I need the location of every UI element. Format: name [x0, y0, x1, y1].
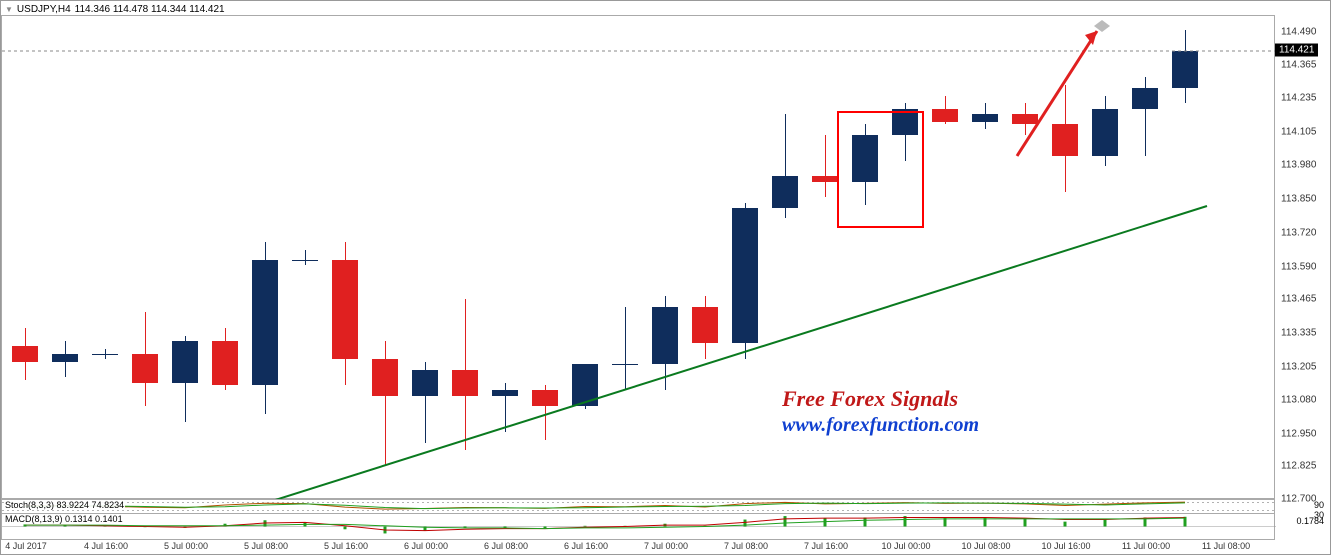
time-tick: 5 Jul 08:00: [244, 541, 288, 551]
candle-body: [572, 364, 598, 406]
price-tick: 114.490: [1281, 26, 1316, 37]
price-tick: 113.080: [1281, 394, 1316, 405]
time-tick: 6 Jul 16:00: [564, 541, 608, 551]
candle-body: [252, 260, 278, 385]
macd-label: MACD(8,13,9) 0.1314 0.1401: [4, 514, 124, 524]
candle-body: [132, 354, 158, 383]
candle-body: [492, 390, 518, 395]
price-tick: 112.825: [1281, 461, 1316, 472]
candle-body: [972, 114, 998, 122]
candle-body: [332, 260, 358, 359]
stochastic-pane[interactable]: Stoch(8,3,3) 83.9224 74.8234 9030: [1, 499, 1275, 514]
ohlc-readout: 114.346 114.478 114.344 114.421: [75, 4, 225, 15]
candle-body: [412, 370, 438, 396]
price-tick: 113.980: [1281, 160, 1316, 171]
current-price-tag: 114.421: [1275, 43, 1318, 56]
price-tick: 114.105: [1281, 127, 1316, 138]
time-axis: 4 Jul 2017 4 Jul 16:00 5 Jul 00:00 5 Jul 08…: [1, 540, 1275, 554]
macd-pane[interactable]: MACD(8,13,9) 0.1314 0.1401 0.1784: [1, 513, 1275, 540]
price-tick: 113.465: [1281, 294, 1316, 305]
time-tick: 11 Jul 08:00: [1202, 541, 1250, 551]
candle-body: [452, 370, 478, 396]
macd-tick: 0.1784: [1296, 516, 1324, 526]
candle-wick: [305, 250, 306, 266]
candle-body: [12, 346, 38, 362]
price-tick: 113.590: [1281, 261, 1316, 272]
time-tick: 10 Jul 00:00: [881, 541, 930, 551]
candle-body: [772, 176, 798, 207]
candle-body: [292, 260, 318, 261]
candle-body: [932, 109, 958, 122]
candle-body: [372, 359, 398, 396]
chart-window: ▼ USDJPY,H4 114.346 114.478 114.344 114.…: [0, 0, 1331, 555]
time-tick: 10 Jul 08:00: [961, 541, 1010, 551]
time-tick: 7 Jul 16:00: [804, 541, 848, 551]
symbol-timeframe: USDJPY,H4: [17, 4, 71, 15]
price-tick: 113.205: [1281, 362, 1316, 373]
candle-body: [732, 208, 758, 344]
candle-body: [1052, 124, 1078, 155]
price-tick: 113.850: [1281, 193, 1316, 204]
stoch-label: Stoch(8,3,3) 83.9224 74.8234: [4, 500, 125, 510]
time-tick: 5 Jul 16:00: [324, 541, 368, 551]
price-tick: 114.235: [1281, 93, 1316, 104]
time-tick: 7 Jul 08:00: [724, 541, 768, 551]
candle-body: [52, 354, 78, 362]
time-tick: 6 Jul 08:00: [484, 541, 528, 551]
price-tick: 113.720: [1281, 227, 1316, 238]
candle-body: [1132, 88, 1158, 109]
candle-body: [1092, 109, 1118, 156]
time-tick: 11 Jul 00:00: [1122, 541, 1170, 551]
overlay-url: www.forexfunction.com: [782, 414, 979, 437]
time-tick: 5 Jul 00:00: [164, 541, 208, 551]
price-tick: 112.700: [1281, 494, 1316, 505]
candle-body: [652, 307, 678, 364]
candle-body: [172, 341, 198, 383]
candle-body: [1172, 51, 1198, 88]
candle-body: [1012, 114, 1038, 124]
time-tick: 6 Jul 00:00: [404, 541, 448, 551]
time-tick: 4 Jul 2017: [5, 541, 47, 551]
candle-body: [612, 364, 638, 365]
candle-body: [852, 135, 878, 182]
overlay-svg: [2, 16, 1276, 500]
time-tick: 4 Jul 16:00: [84, 541, 128, 551]
time-tick: 10 Jul 16:00: [1041, 541, 1090, 551]
price-pane[interactable]: Free Forex Signalswww.forexfunction.com: [1, 15, 1275, 499]
time-tick: 7 Jul 00:00: [644, 541, 688, 551]
candle-body: [812, 176, 838, 181]
price-tick: 112.950: [1281, 428, 1316, 439]
candle-wick: [625, 307, 626, 390]
symbol-dropdown-icon[interactable]: ▼: [5, 5, 13, 14]
overlay-title: Free Forex Signals: [782, 386, 958, 412]
candle-body: [92, 354, 118, 355]
candle-body: [692, 307, 718, 344]
candle-body: [892, 109, 918, 135]
price-tick: 113.335: [1281, 328, 1316, 339]
candle-body: [532, 390, 558, 406]
price-axis: 114.490 114.365 114.235 114.105 113.980 113.8…: [1275, 15, 1330, 499]
price-tick: 114.365: [1281, 59, 1316, 70]
candle-wick: [825, 135, 826, 198]
candle-body: [212, 341, 238, 385]
